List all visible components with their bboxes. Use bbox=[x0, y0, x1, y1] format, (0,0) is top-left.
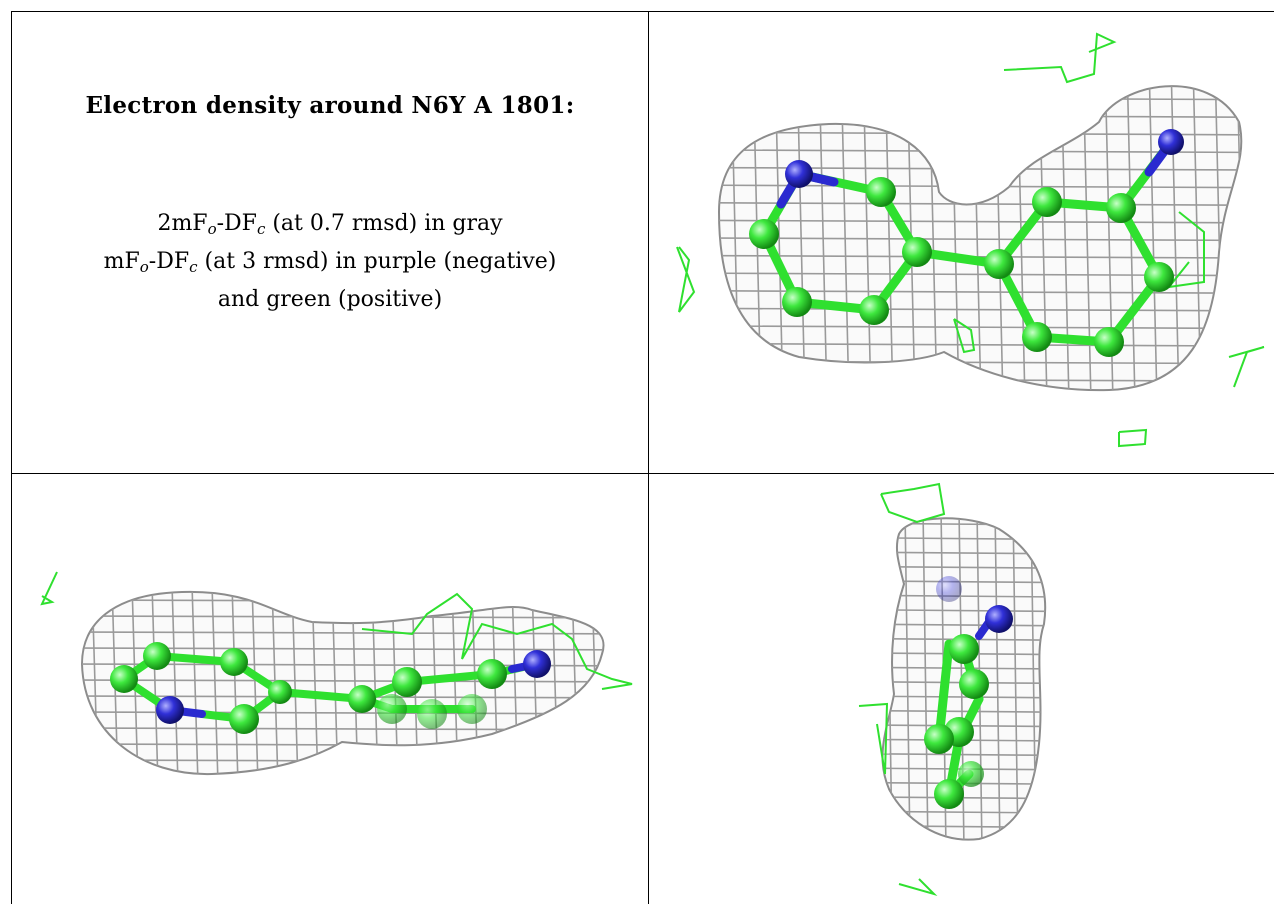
figure-title: Electron density around N6Y A 1801: bbox=[85, 92, 575, 119]
density-view-top-right bbox=[649, 12, 1274, 473]
density-image-bottom-left bbox=[40, 571, 633, 776]
density-view-bottom-right bbox=[649, 474, 1274, 904]
density-view-bottom-left bbox=[12, 474, 648, 904]
density-image-bottom-right bbox=[858, 482, 1047, 897]
legend-text: 2mFo-DFc (at 0.7 rmsd) in gray mFo-DFc (… bbox=[12, 205, 648, 319]
grid-divider-vertical bbox=[648, 11, 649, 904]
figure-grid bbox=[11, 11, 1274, 904]
legend-line-1: 2mFo-DFc (at 0.7 rmsd) in gray bbox=[157, 211, 503, 238]
grid-divider-horizontal bbox=[11, 473, 1274, 474]
legend-line-2: mFo-DFc (at 3 rmsd) in purple (negative) bbox=[103, 249, 557, 276]
caption-panel: Electron density around N6Y A 1801: 2mFo… bbox=[12, 12, 648, 473]
density-image-top-right bbox=[676, 32, 1265, 448]
legend-line-3: and green (positive) bbox=[217, 287, 443, 312]
